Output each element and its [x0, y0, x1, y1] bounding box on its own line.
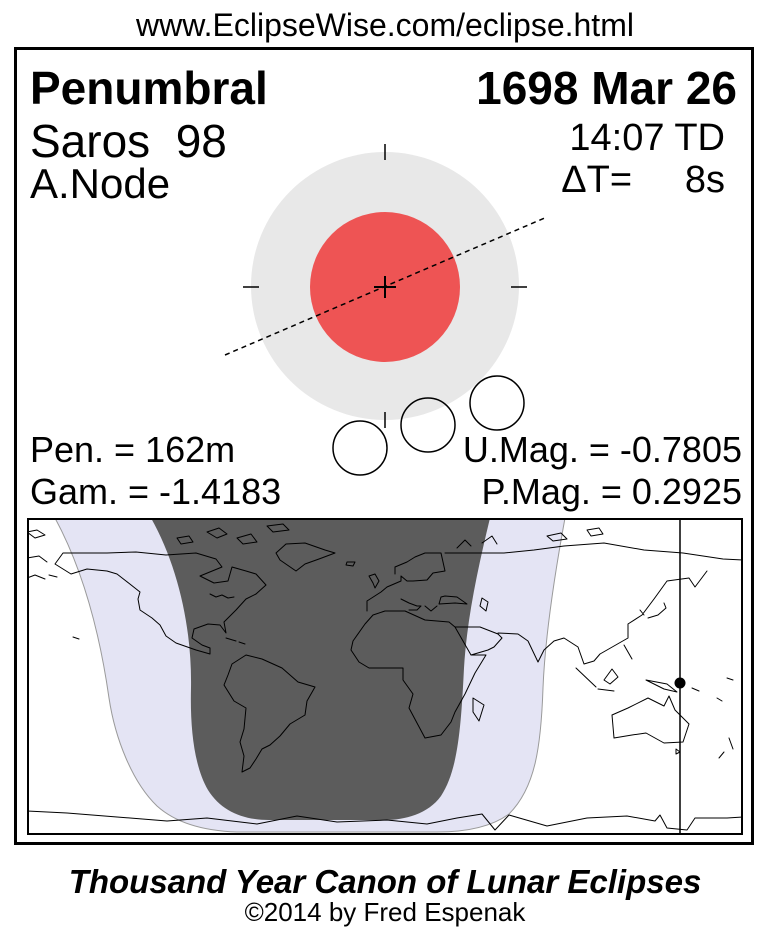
coastlines — [27, 523, 743, 831]
series-title: Thousand Year Canon of Lunar Eclipses — [68, 863, 702, 900]
copyright-line: ©2014 by Fred Espenak — [244, 897, 526, 927]
map-not-visible-region — [151, 518, 490, 820]
penumbral-magnitude: P.Mag. = 0.2925 — [481, 471, 742, 512]
source-url: www.EclipseWise.com/eclipse.html — [136, 7, 634, 43]
coastline-americas — [27, 529, 356, 773]
coastline-oceania — [575, 644, 734, 759]
eclipse-type-label: Penumbral — [30, 62, 268, 114]
map-border — [27, 518, 743, 835]
eclipse-date: 1698 Mar 26 — [476, 62, 737, 114]
sublunar-point-dot — [674, 677, 686, 689]
greatest-eclipse-time: 14:07 TD — [569, 117, 725, 159]
coastline-afro-eurasia — [350, 535, 743, 739]
saros-number: Saros 98 — [30, 115, 227, 167]
delta-t-value: ΔT= 8s — [561, 159, 725, 201]
visibility-world-map — [27, 518, 743, 835]
node-type: A.Node — [30, 160, 171, 207]
gamma-value: Gam. = -1.4183 — [30, 471, 282, 512]
penumbral-duration: Pen. = 162m — [30, 429, 236, 470]
coastline-antarctica — [27, 810, 743, 831]
umbral-magnitude: U.Mag. = -0.7805 — [462, 429, 742, 470]
coastline-arctic-islands — [176, 523, 604, 545]
